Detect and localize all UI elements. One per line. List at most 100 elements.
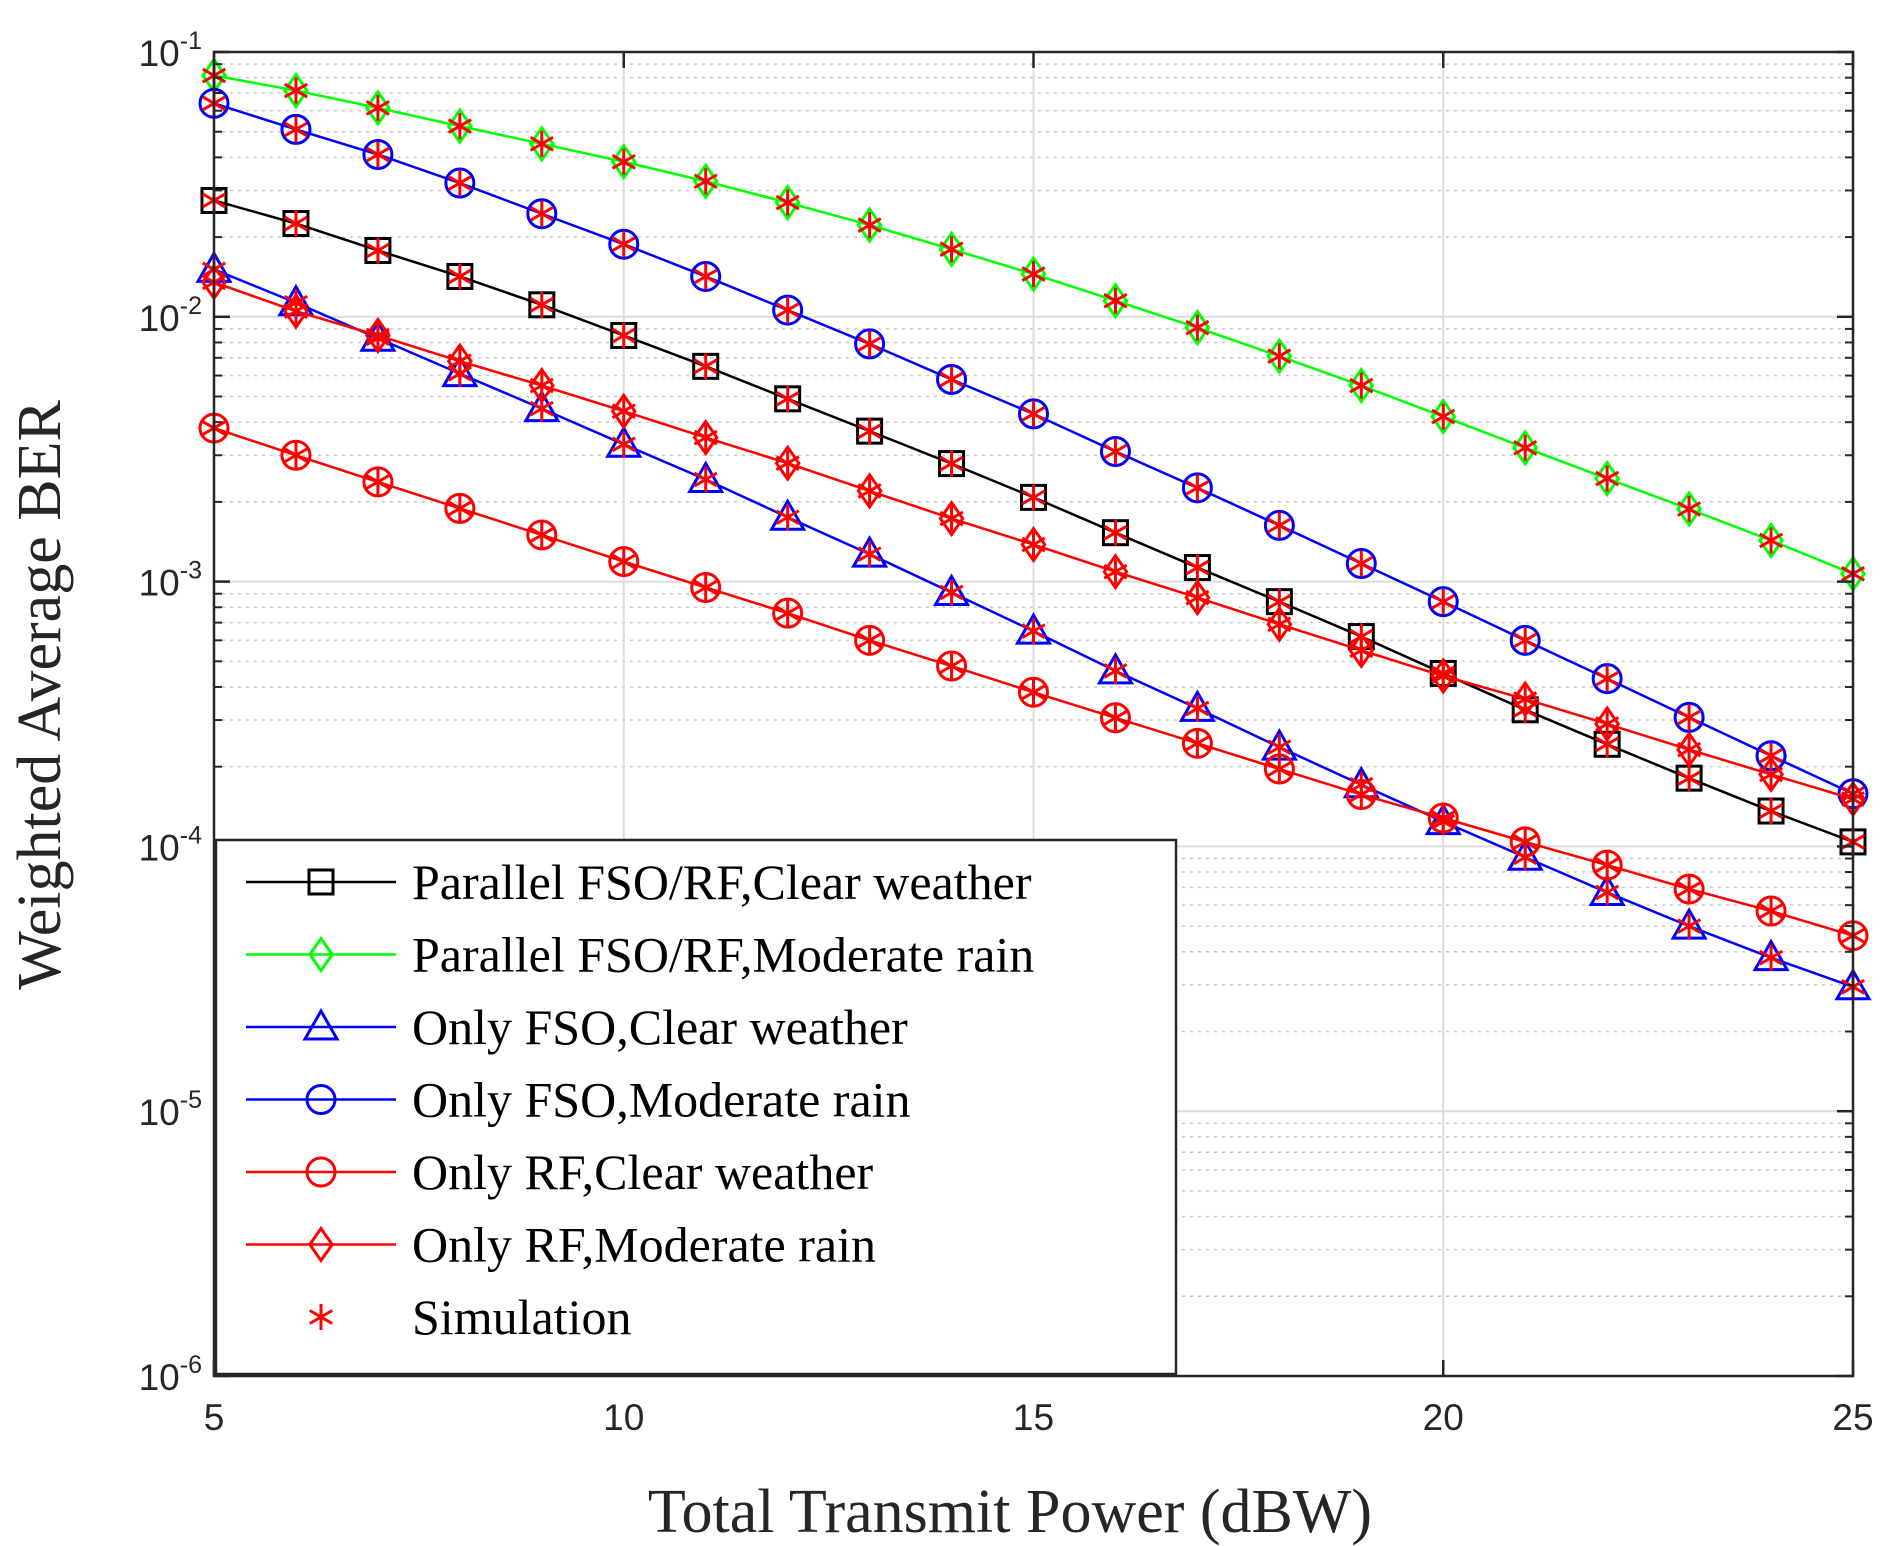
asterisk-stroke: [447, 353, 472, 369]
asterisk-stroke: [1021, 489, 1046, 506]
simulation-point: [1513, 828, 1538, 855]
simulation-point: [283, 77, 308, 104]
asterisk-stroke: [1349, 786, 1374, 803]
asterisk-stroke: [611, 436, 636, 453]
simulation-point: [1103, 438, 1128, 465]
simulation-point: [775, 385, 800, 412]
asterisk-stroke: [939, 658, 964, 674]
simulation-point: [447, 348, 472, 375]
simulation-point: [1267, 756, 1292, 783]
simulation-point: [365, 322, 390, 349]
simulation-point: [1677, 765, 1702, 792]
data-point-marker: [772, 294, 804, 326]
simulation-point: [611, 231, 636, 258]
simulation-point: [1677, 496, 1702, 523]
asterisk-stroke: [775, 391, 800, 407]
y-tick-label: 10-5: [139, 1086, 202, 1133]
legend-marker: [308, 1304, 334, 1330]
simulation-point: [365, 141, 390, 168]
simulation-point: [365, 468, 390, 495]
asterisk-stroke: [939, 510, 964, 527]
simulation-point: [529, 291, 554, 318]
asterisk-stroke: [1513, 632, 1538, 649]
simulation-point: [1185, 584, 1210, 611]
simulation-point: [857, 477, 882, 504]
asterisk-stroke: [1759, 747, 1784, 764]
simulation-point: [693, 263, 718, 290]
data-point-marker: [1427, 802, 1459, 834]
asterisk-stroke: [1021, 266, 1046, 282]
asterisk-stroke: [1677, 770, 1702, 786]
asterisk-stroke: [365, 100, 390, 116]
legend-label: Only RF,Clear weather: [412, 1144, 874, 1200]
asterisk-stroke: [1349, 377, 1374, 394]
asterisk-stroke: [857, 217, 882, 233]
asterisk-stroke: [1759, 532, 1784, 549]
simulation-point: [283, 210, 308, 237]
simulation-point: [939, 366, 964, 393]
data-point-marker: [936, 363, 968, 395]
legend-item: Parallel FSO/RF,Moderate rain: [246, 927, 1034, 983]
asterisk-stroke: [1021, 684, 1046, 701]
data-point-marker: [936, 650, 968, 682]
legend-item: Simulation: [308, 1289, 631, 1345]
data-point-marker: [280, 439, 312, 471]
asterisk-stroke: [447, 500, 472, 517]
asterisk-stroke: [1185, 589, 1210, 606]
data-point-marker: [444, 492, 476, 524]
simulation-point: [611, 398, 636, 425]
legend: Parallel FSO/RF,Clear weather Parallel FS…: [214, 838, 1178, 1376]
legend-item: Only RF,Moderate rain: [246, 1217, 876, 1273]
data-point-marker: [1345, 779, 1377, 811]
asterisk-stroke: [775, 455, 800, 471]
simulation-point: [857, 418, 882, 445]
data-point-marker: [1018, 398, 1049, 430]
simulation-point: [1185, 474, 1210, 501]
asterisk-stroke: [1021, 536, 1046, 553]
simulation-point: [1103, 558, 1128, 585]
asterisk-stroke: [1185, 480, 1210, 496]
axes: 5 10 15 20 25 10-6 10-5 10-4 10-3 10-2 10-1: [139, 27, 1874, 1438]
simulation-point: [1103, 519, 1128, 546]
data-point-marker: [854, 328, 886, 360]
simulation-point: [283, 116, 308, 143]
data-point-marker: [608, 546, 640, 578]
asterisk-stroke: [447, 118, 472, 134]
simulation-point: [693, 574, 718, 601]
simulation-point: [857, 627, 882, 654]
simulation-point: [1431, 805, 1456, 832]
asterisk-stroke: [775, 509, 800, 526]
asterisk-stroke: [1595, 470, 1620, 487]
simulation-point: [283, 298, 308, 325]
asterisk-stroke: [283, 121, 308, 138]
asterisk-stroke: [611, 553, 636, 570]
simulation-point: [365, 94, 390, 121]
asterisk-stroke: [1677, 881, 1702, 897]
simulation-point: [1267, 343, 1292, 370]
asterisk-stroke: [1267, 517, 1292, 534]
data-point-marker: [854, 624, 886, 656]
asterisk-stroke: [1759, 766, 1784, 783]
series-4: [198, 412, 1869, 952]
simulation-point: [529, 130, 554, 157]
simulation-point: [1185, 314, 1210, 341]
x-tick-label: 15: [1013, 1397, 1054, 1438]
asterisk-stroke: [1267, 616, 1292, 633]
simulation-point: [1267, 512, 1292, 539]
simulation-point: [1595, 852, 1620, 879]
asterisk-stroke: [1103, 524, 1128, 541]
data-point-marker: [444, 167, 476, 199]
asterisk-stroke: [1185, 735, 1210, 752]
asterisk-stroke: [1677, 709, 1702, 726]
simulation-point: [1103, 657, 1128, 684]
simulation-point: [693, 353, 718, 380]
legend-label: Only FSO,Clear weather: [412, 999, 908, 1055]
data-point-marker: [772, 597, 804, 629]
data-point-marker: [362, 466, 394, 498]
asterisk-stroke: [529, 136, 554, 152]
asterisk-stroke: [308, 1309, 334, 1325]
simulation-point: [1513, 686, 1538, 713]
asterisk-stroke: [365, 242, 390, 259]
data-point-marker: [1263, 753, 1295, 785]
